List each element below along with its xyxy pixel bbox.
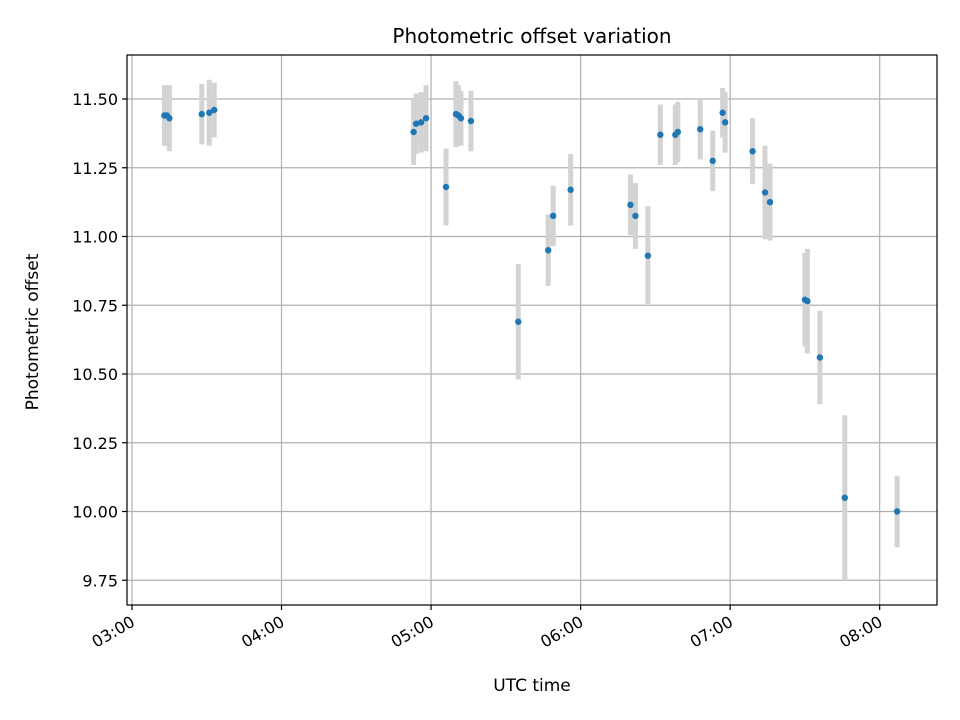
y-tick-label: 10.50	[72, 365, 118, 384]
data-point	[644, 252, 652, 259]
data-point	[545, 247, 552, 254]
data-point	[442, 183, 450, 191]
chart-title: Photometric offset variation	[392, 24, 671, 48]
data-point	[816, 354, 824, 361]
data-point	[766, 198, 774, 206]
data-point	[761, 189, 769, 196]
y-tick-label: 10.00	[72, 503, 118, 522]
data-point	[211, 106, 218, 114]
point-layer	[161, 106, 901, 515]
data-point	[417, 119, 425, 126]
y-axis-ticks: 9.75 10.00 10.25 10.50 10.75 11.00 11.25 11.50	[72, 90, 127, 590]
y-tick-label: 10.25	[72, 434, 118, 453]
data-point	[841, 494, 848, 501]
data-point	[709, 157, 716, 165]
plot-frame	[126, 54, 938, 606]
data-point	[515, 318, 522, 325]
data-point	[893, 508, 901, 515]
y-axis-title: Photometric offset	[23, 253, 43, 410]
y-tick-label: 11.50	[72, 90, 118, 109]
y-tick-label: 11.25	[72, 159, 118, 178]
data-point	[206, 109, 213, 116]
data-point	[166, 115, 173, 122]
data-point	[412, 120, 420, 127]
grid-layer	[127, 55, 937, 605]
data-point	[467, 117, 475, 125]
data-point	[804, 297, 811, 305]
data-point	[674, 128, 681, 136]
data-point	[410, 128, 417, 136]
data-point	[627, 201, 634, 209]
data-point	[457, 115, 465, 122]
x-axis-title: UTC time	[493, 676, 571, 696]
data-point	[567, 186, 574, 193]
data-point	[719, 109, 726, 116]
data-point	[697, 126, 704, 133]
y-tick-label: 9.75	[82, 571, 118, 590]
data-point	[721, 119, 729, 126]
data-point	[422, 115, 430, 122]
data-point	[749, 148, 756, 155]
data-point	[198, 110, 205, 118]
data-point	[549, 212, 557, 220]
y-tick-label: 11.00	[72, 228, 118, 247]
data-point	[632, 212, 639, 220]
y-tick-label: 10.75	[72, 296, 118, 315]
data-point	[657, 131, 664, 138]
